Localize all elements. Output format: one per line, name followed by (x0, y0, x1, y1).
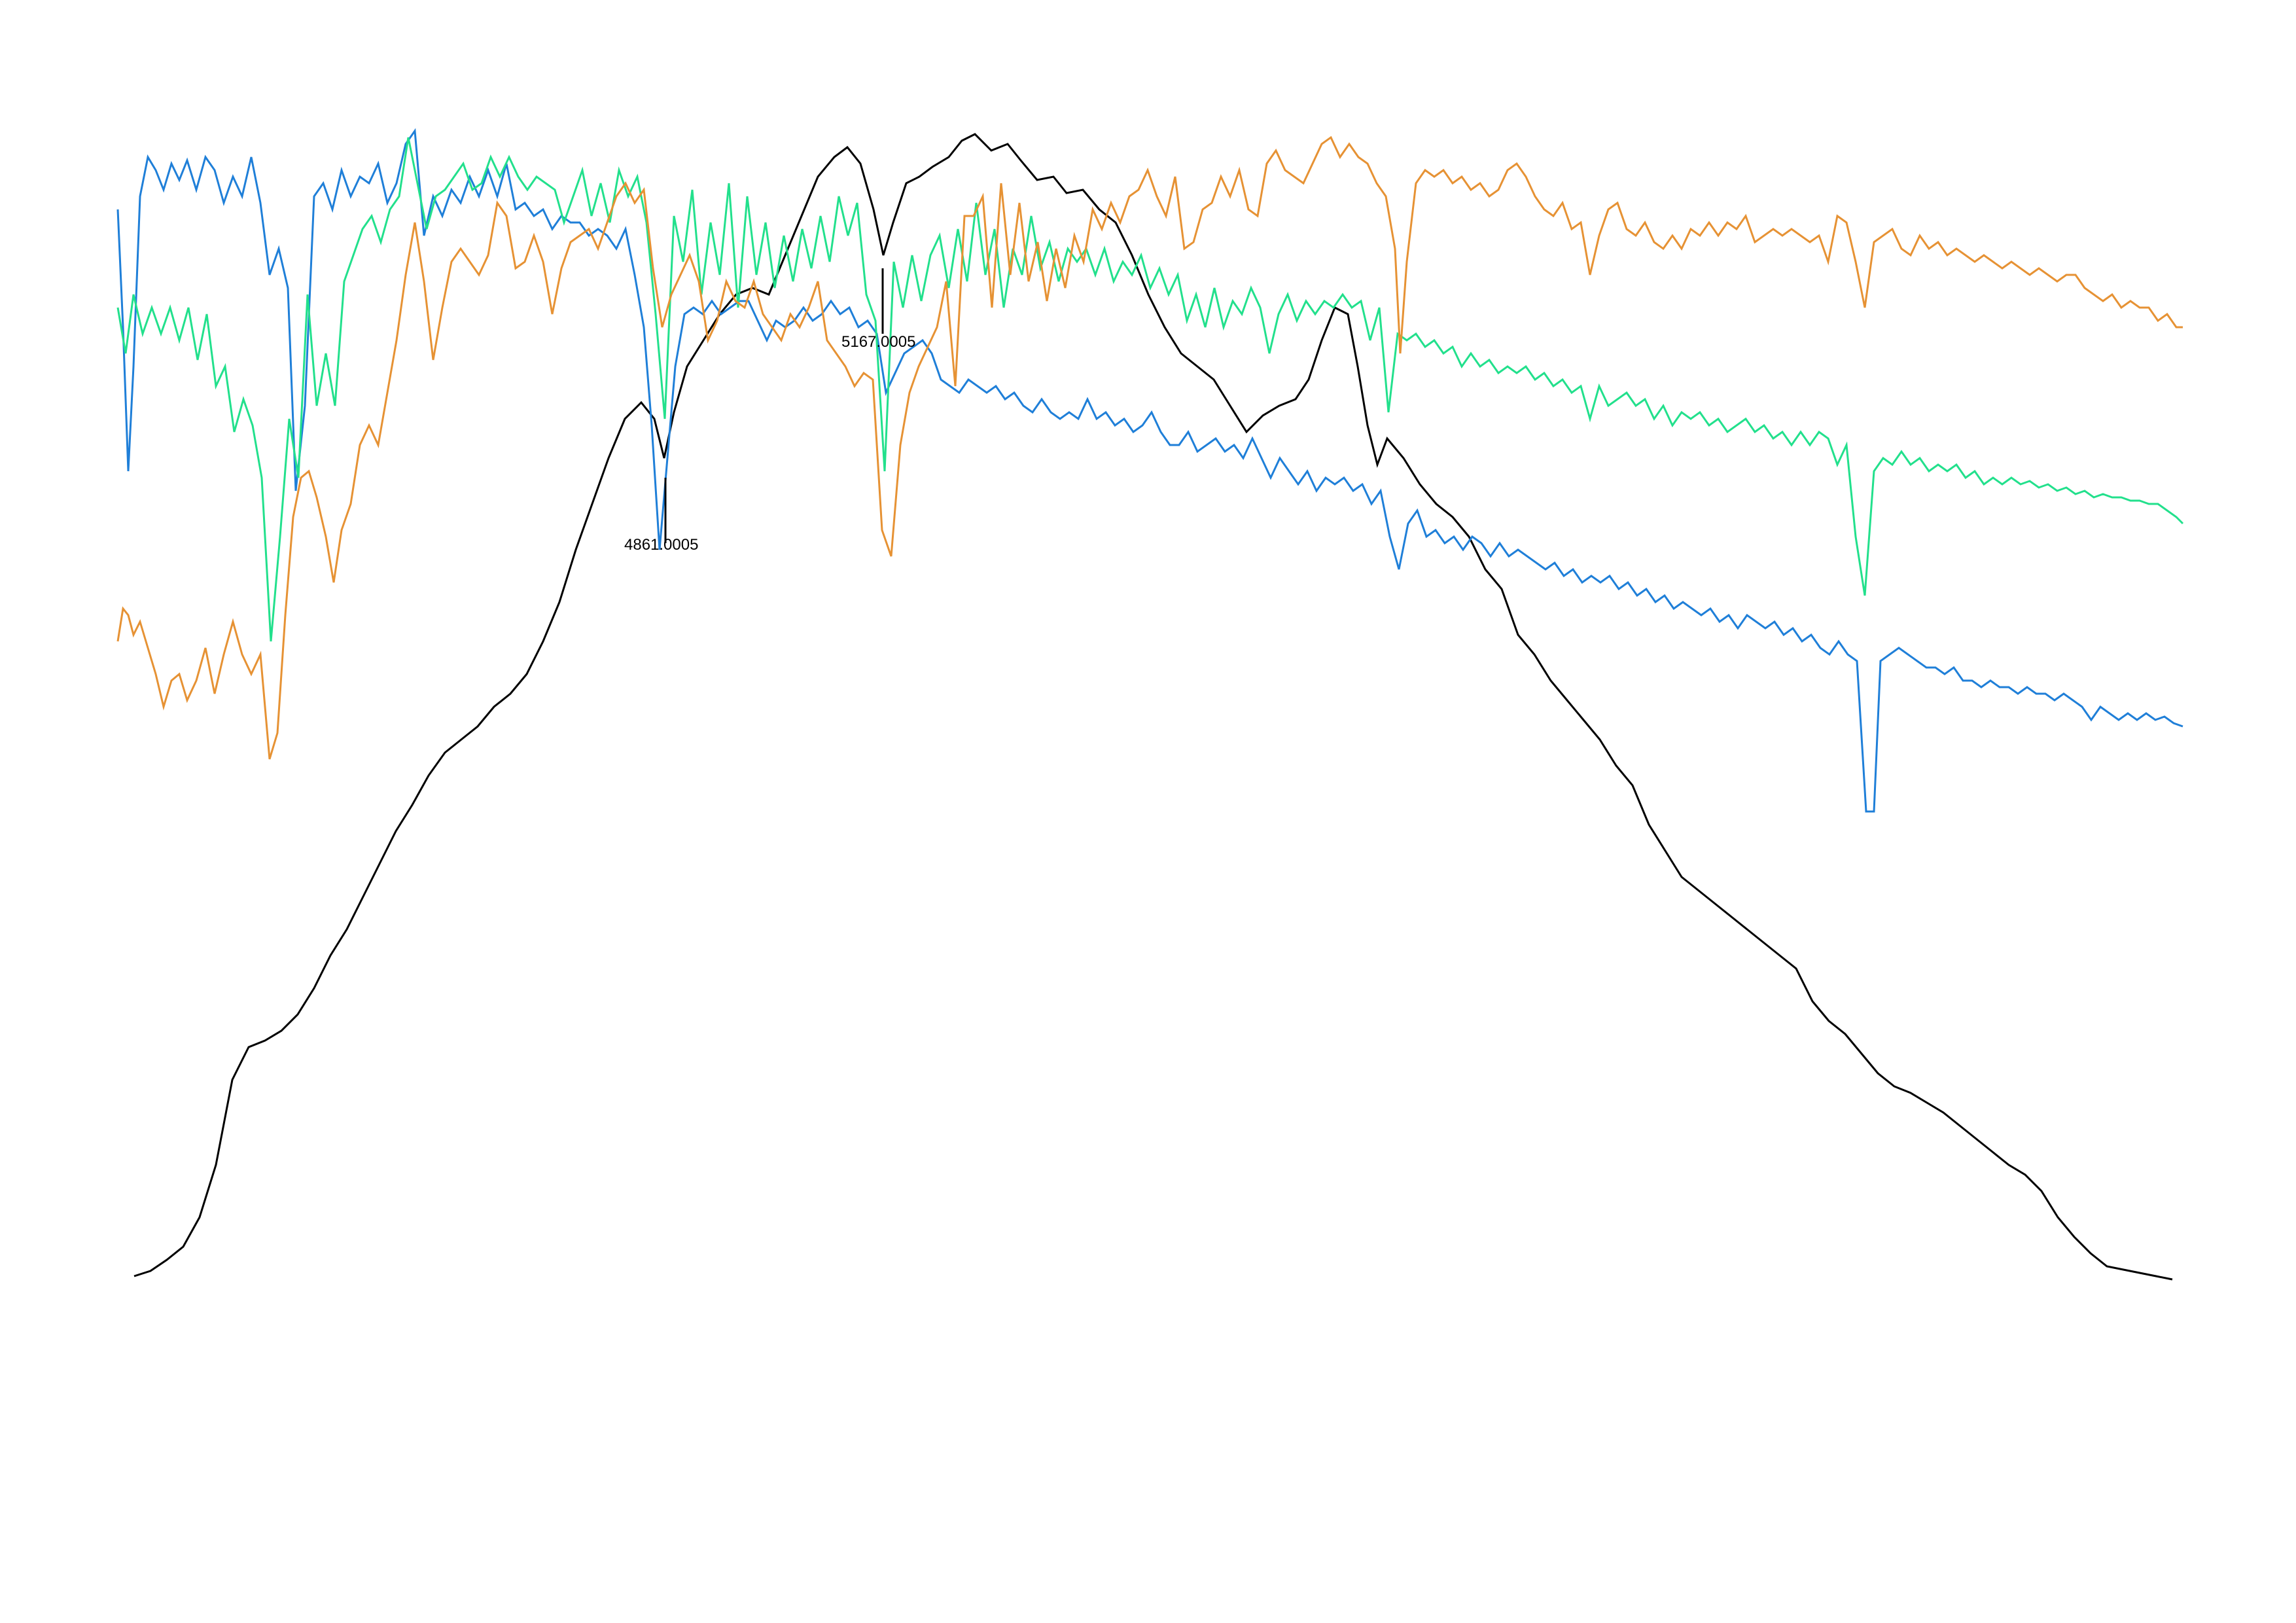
series-green-line (116, 137, 2184, 642)
series-black-line (133, 133, 2173, 1281)
series-blue-line (116, 128, 2183, 813)
series-orange-line (116, 135, 2183, 760)
annotation-label-5167: 5167.0005 (841, 333, 915, 351)
annotation-label-4861: 4861.0005 (624, 536, 698, 554)
